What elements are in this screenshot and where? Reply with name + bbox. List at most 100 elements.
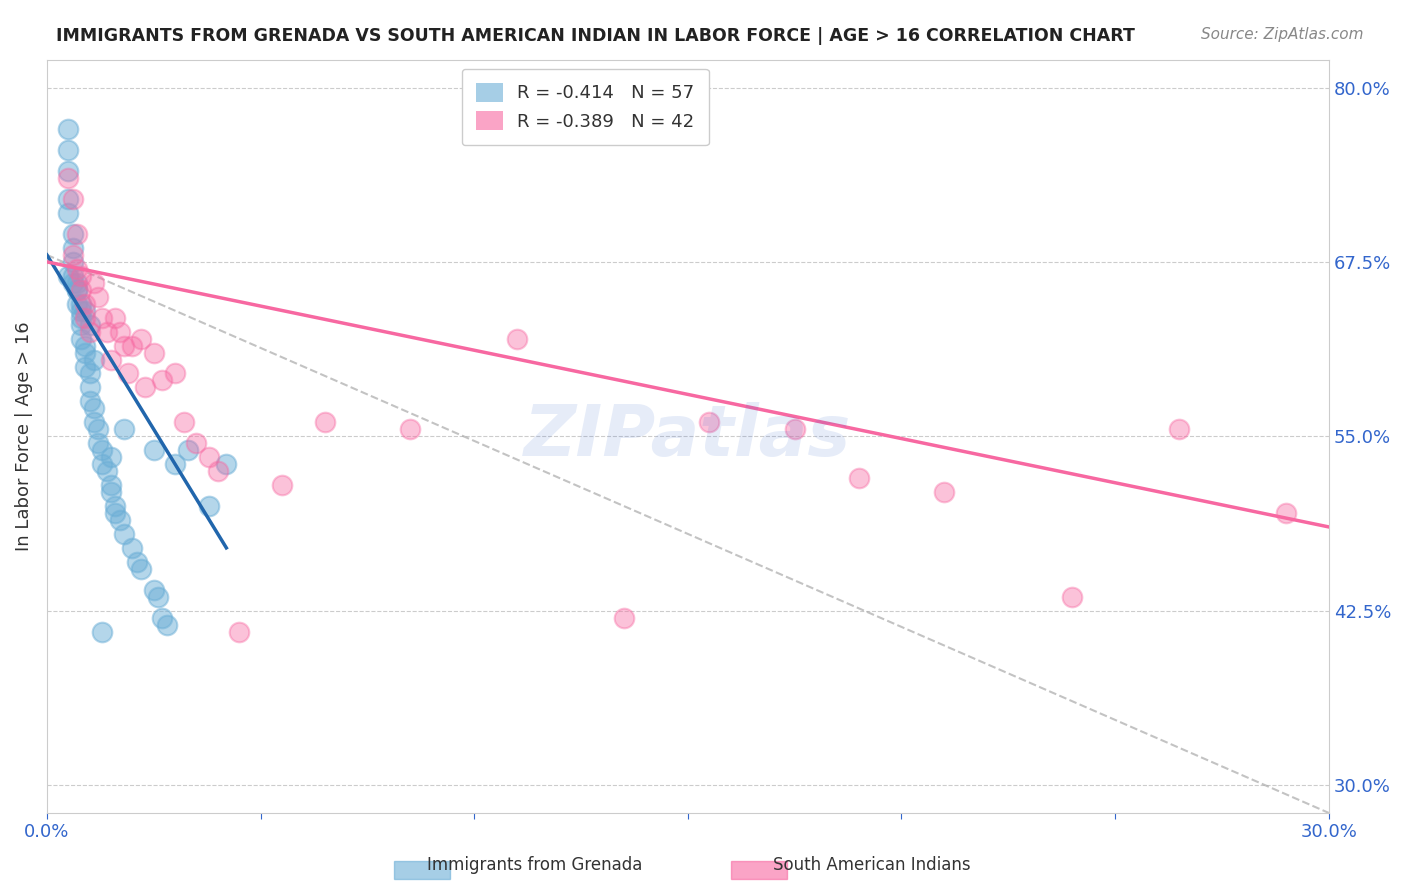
South American Indians [198,450,221,465]
Immigrants from Grenada [165,457,187,471]
South American Indians [91,310,114,325]
South American Indians [75,297,97,311]
South American Indians [112,338,135,352]
Immigrants from Grenada [142,443,165,458]
Immigrants from Grenada [142,582,165,597]
South American Indians [79,325,101,339]
Immigrants from Grenada [58,143,80,157]
Immigrants from Grenada [121,541,143,555]
South American Indians [62,192,84,206]
Immigrants from Grenada [66,297,89,311]
Text: Immigrants from Grenada: Immigrants from Grenada [426,856,643,874]
South American Indians [87,290,110,304]
Immigrants from Grenada [91,624,114,639]
Text: South American Indians: South American Indians [773,856,970,874]
South American Indians [165,367,187,381]
Immigrants from Grenada [70,303,93,318]
Immigrants from Grenada [83,401,105,416]
Immigrants from Grenada [66,276,89,290]
Y-axis label: In Labor Force | Age > 16: In Labor Force | Age > 16 [15,321,32,551]
South American Indians [70,283,93,297]
South American Indians [150,374,173,388]
Immigrants from Grenada [66,283,89,297]
South American Indians [104,310,127,325]
Immigrants from Grenada [58,268,80,283]
Text: Source: ZipAtlas.com: Source: ZipAtlas.com [1201,27,1364,42]
South American Indians [697,415,720,429]
South American Indians [121,338,143,352]
Immigrants from Grenada [215,457,238,471]
South American Indians [129,332,152,346]
South American Indians [96,325,118,339]
Immigrants from Grenada [75,303,97,318]
Immigrants from Grenada [125,555,148,569]
South American Indians [108,325,131,339]
South American Indians [228,624,250,639]
Immigrants from Grenada [91,457,114,471]
South American Indians [399,422,422,436]
Immigrants from Grenada [112,422,135,436]
Immigrants from Grenada [58,206,80,220]
South American Indians [314,415,336,429]
South American Indians [66,261,89,276]
Immigrants from Grenada [146,590,169,604]
Immigrants from Grenada [58,122,80,136]
South American Indians [62,248,84,262]
Immigrants from Grenada [79,318,101,332]
South American Indians [1168,422,1191,436]
Immigrants from Grenada [66,283,89,297]
Immigrants from Grenada [104,506,127,520]
Immigrants from Grenada [150,610,173,624]
Immigrants from Grenada [108,513,131,527]
South American Indians [134,380,156,394]
Immigrants from Grenada [75,359,97,374]
South American Indians [83,276,105,290]
South American Indians [1275,506,1298,520]
Immigrants from Grenada [198,499,221,513]
Immigrants from Grenada [58,192,80,206]
Immigrants from Grenada [62,255,84,269]
Immigrants from Grenada [79,367,101,381]
Immigrants from Grenada [83,415,105,429]
Immigrants from Grenada [87,436,110,450]
South American Indians [58,171,80,186]
South American Indians [117,367,139,381]
Immigrants from Grenada [70,332,93,346]
South American Indians [934,485,956,500]
South American Indians [848,471,870,485]
Immigrants from Grenada [75,345,97,359]
Immigrants from Grenada [100,478,122,492]
South American Indians [613,610,636,624]
Text: IMMIGRANTS FROM GRENADA VS SOUTH AMERICAN INDIAN IN LABOR FORCE | AGE > 16 CORRE: IMMIGRANTS FROM GRENADA VS SOUTH AMERICA… [56,27,1135,45]
South American Indians [75,310,97,325]
South American Indians [186,436,208,450]
Immigrants from Grenada [62,227,84,241]
South American Indians [783,422,806,436]
Immigrants from Grenada [62,241,84,255]
Immigrants from Grenada [112,527,135,541]
Immigrants from Grenada [177,443,200,458]
South American Indians [270,478,292,492]
Immigrants from Grenada [100,485,122,500]
South American Indians [66,227,89,241]
South American Indians [100,352,122,367]
Immigrants from Grenada [104,499,127,513]
South American Indians [142,345,165,359]
Immigrants from Grenada [70,297,93,311]
Immigrants from Grenada [70,318,93,332]
Immigrants from Grenada [79,394,101,409]
South American Indians [207,464,229,478]
Immigrants from Grenada [83,352,105,367]
Legend: R = -0.414   N = 57, R = -0.389   N = 42: R = -0.414 N = 57, R = -0.389 N = 42 [461,69,709,145]
South American Indians [173,415,195,429]
South American Indians [70,268,93,283]
Immigrants from Grenada [79,380,101,394]
Immigrants from Grenada [96,464,118,478]
Immigrants from Grenada [155,617,177,632]
Immigrants from Grenada [58,164,80,178]
South American Indians [506,332,529,346]
Immigrants from Grenada [100,450,122,465]
Immigrants from Grenada [87,422,110,436]
Immigrants from Grenada [129,562,152,576]
Text: ZIPatlas: ZIPatlas [524,401,852,471]
